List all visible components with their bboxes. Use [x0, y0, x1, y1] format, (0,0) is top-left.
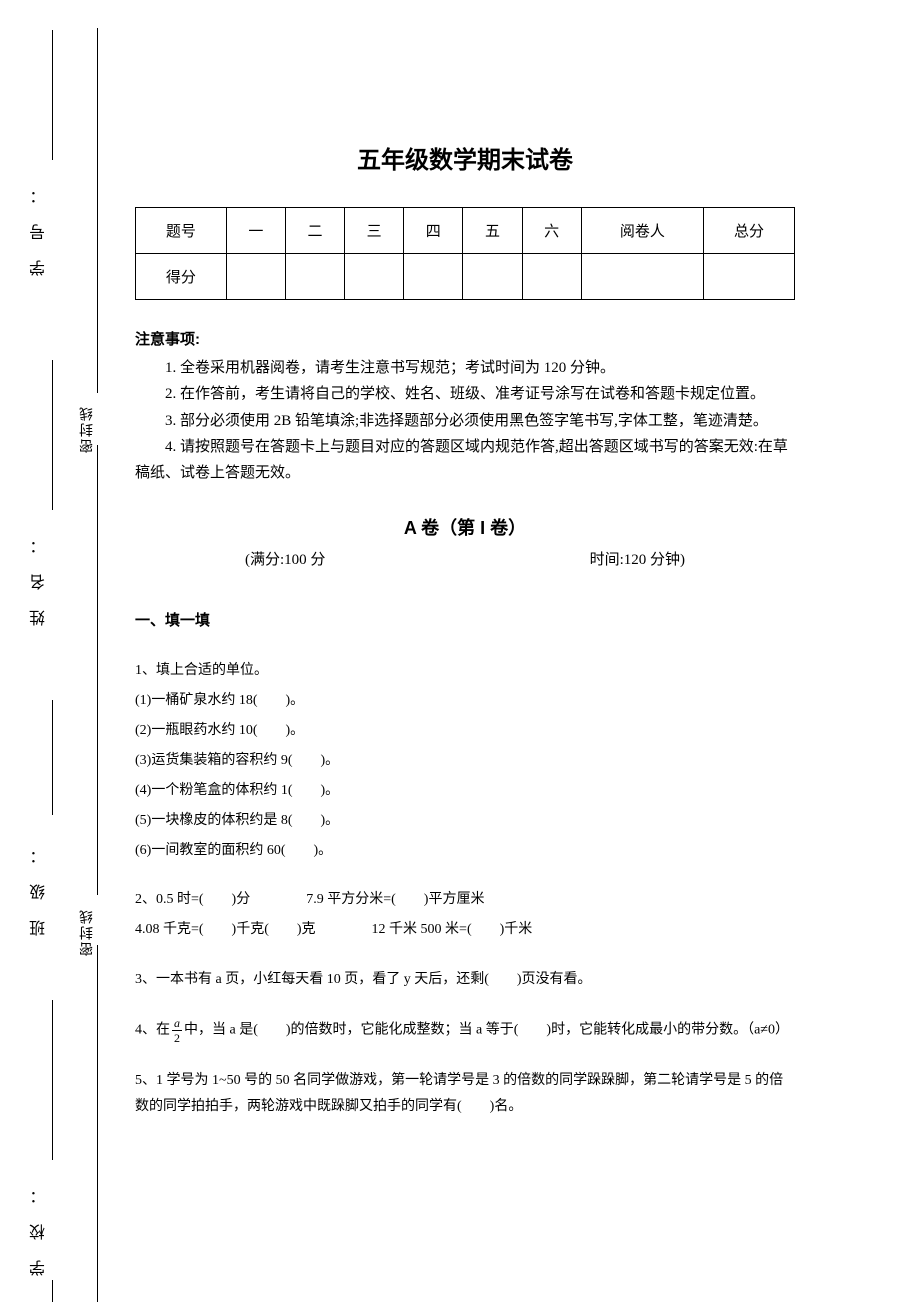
score-cell — [404, 254, 463, 300]
sub-question: (5)一块橡皮的体积约是 8( )。 — [135, 808, 795, 834]
inner-line — [97, 945, 98, 1302]
question-3: 3、一本书有 a 页，小红每天看 10 页，看了 y 天后，还剩( )页没有看。 — [135, 967, 795, 993]
header-cell: 阅卷人 — [581, 208, 703, 254]
full-mark: (满分:100 分 — [245, 548, 325, 569]
question-5: 5、1 学号为 1~50 号的 50 名同学做游戏，第一轮请学号是 3 的倍数的… — [135, 1068, 795, 1120]
question-1: 1、填上合适的单位。 (1)一桶矿泉水约 18( )。 (2)一瓶眼药水约 10… — [135, 658, 795, 863]
score-cell — [581, 254, 703, 300]
header-cell: 二 — [285, 208, 344, 254]
question-line: 2、0.5 时=( )分 7.9 平方分米=( )平方厘米 — [135, 887, 795, 913]
sub-question: (4)一个粉笔盒的体积约 1( )。 — [135, 778, 795, 804]
score-cell — [522, 254, 581, 300]
score-cell — [226, 254, 285, 300]
notice-item: 4. 请按照题号在答题卡上与题目对应的答题区域内规范作答,超出答题区域书写的答案… — [135, 434, 795, 487]
header-cell: 题号 — [136, 208, 227, 254]
header-cell: 四 — [404, 208, 463, 254]
outer-line — [52, 1000, 53, 1160]
sub-question: (1)一桶矿泉水约 18( )。 — [135, 688, 795, 714]
header-cell: 一 — [226, 208, 285, 254]
inner-line — [97, 28, 98, 393]
fraction-numerator: a — [172, 1017, 182, 1031]
section-title: 一、填一填 — [135, 609, 795, 630]
notice-item: 2. 在作答前，考生请将自己的学校、姓名、班级、准考证号涂写在试卷和答题卡规定位… — [135, 381, 795, 407]
question-2: 2、0.5 时=( )分 7.9 平方分米=( )平方厘米 4.08 千克=( … — [135, 887, 795, 943]
score-cell — [345, 254, 404, 300]
school-label: 学 校 ： — [28, 1180, 52, 1276]
score-cell — [704, 254, 795, 300]
seal-label: 密封线 — [78, 405, 98, 453]
notice-item: 3. 部分必须使用 2B 铅笔填涂;非选择题部分必须使用黑色签字笔书写,字体工整… — [135, 408, 795, 434]
header-cell: 总分 — [704, 208, 795, 254]
notice-section: 注意事项: 1. 全卷采用机器阅卷，请考生注意书写规范；考试时间为 120 分钟… — [135, 328, 795, 486]
sub-question: (6)一间教室的面积约 60( )。 — [135, 838, 795, 864]
exam-title: 五年级数学期末试卷 — [135, 140, 795, 175]
exam-content: 五年级数学期末试卷 题号 一 二 三 四 五 六 阅卷人 总分 得分 注意事项:… — [135, 140, 795, 1144]
time-limit: 时间:120 分钟) — [590, 548, 685, 569]
paper-meta: (满分:100 分 时间:120 分钟) — [135, 548, 795, 569]
question-text: 3、一本书有 a 页，小红每天看 10 页，看了 y 天后，还剩( )页没有看。 — [135, 967, 795, 993]
q4-suffix: 中，当 a 是( )的倍数时，它能化成整数；当 a 等于( )时，它能转化成最小… — [184, 1023, 789, 1038]
fraction-denominator: 2 — [172, 1031, 182, 1044]
notice-heading: 注意事项: — [135, 328, 795, 349]
header-cell: 三 — [345, 208, 404, 254]
seal-label: 密封线 — [78, 908, 98, 956]
class-label: 班 级 ： — [28, 840, 52, 936]
notice-item: 1. 全卷采用机器阅卷，请考生注意书写规范；考试时间为 120 分钟。 — [135, 355, 795, 381]
table-score-row: 得分 — [136, 254, 795, 300]
fraction: a2 — [172, 1017, 182, 1044]
row-label-cell: 得分 — [136, 254, 227, 300]
question-text: 4、在a2中，当 a 是( )的倍数时，它能化成整数；当 a 等于( )时，它能… — [135, 1017, 795, 1044]
question-line: 4.08 千克=( )千克( )克 12 千米 500 米=( )千米 — [135, 917, 795, 943]
outer-line — [52, 360, 53, 510]
outer-line — [52, 30, 53, 160]
header-cell: 五 — [463, 208, 522, 254]
question-text: 5、1 学号为 1~50 号的 50 名同学做游戏，第一轮请学号是 3 的倍数的… — [135, 1068, 795, 1120]
student-id-label: 学 号 ： — [28, 180, 52, 276]
paper-header: A 卷（第 I 卷） — [135, 514, 795, 540]
score-cell — [463, 254, 522, 300]
sub-question: (3)运货集装箱的容积约 9( )。 — [135, 748, 795, 774]
name-label: 姓 名 ： — [28, 530, 52, 626]
q4-prefix: 4、在 — [135, 1023, 170, 1038]
score-cell — [285, 254, 344, 300]
inner-line — [97, 445, 98, 895]
binding-sidebar: 学 号 ： 姓 名 ： 班 级 ： 学 校 ： 密封线 密封线 — [0, 0, 110, 1302]
outer-line — [52, 700, 53, 815]
table-header-row: 题号 一 二 三 四 五 六 阅卷人 总分 — [136, 208, 795, 254]
outer-line — [52, 1280, 53, 1302]
header-cell: 六 — [522, 208, 581, 254]
sub-question: (2)一瓶眼药水约 10( )。 — [135, 718, 795, 744]
question-4: 4、在a2中，当 a 是( )的倍数时，它能化成整数；当 a 等于( )时，它能… — [135, 1017, 795, 1044]
score-table: 题号 一 二 三 四 五 六 阅卷人 总分 得分 — [135, 207, 795, 300]
question-stem: 1、填上合适的单位。 — [135, 658, 795, 684]
